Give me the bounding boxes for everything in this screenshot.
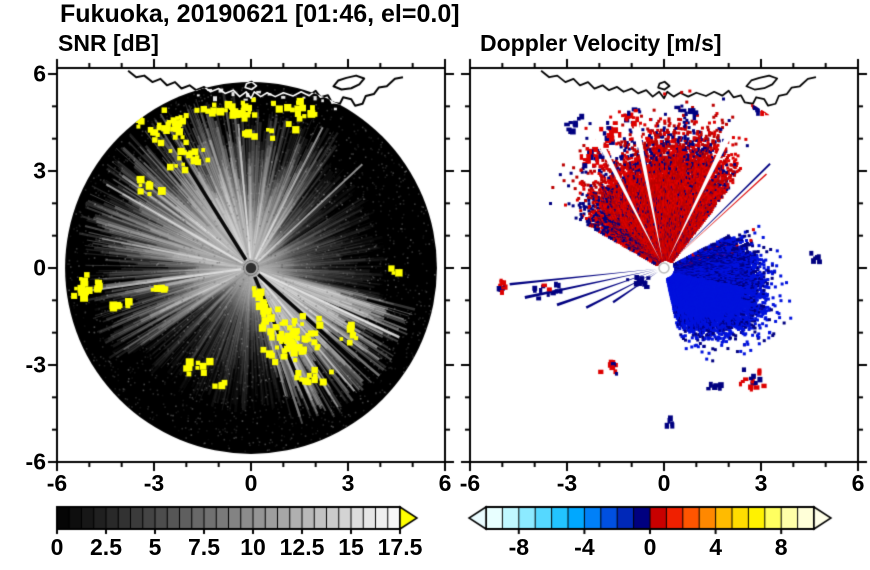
x-tick-label: 0 [244,470,258,496]
snr-colorbar-label: 12.5 [279,534,325,560]
y-tick-label: 3 [33,157,46,184]
snr-colorbar-label: 10 [240,534,266,560]
y-tick-label: -3 [25,351,46,378]
x-tick-label: 3 [754,470,768,496]
x-tick-label: -3 [556,470,578,496]
x-tick-label: 3 [341,470,355,496]
snr-colorbar-label: 2.5 [90,534,122,560]
x-tick-label: -6 [46,470,68,496]
doppler-colorbar-label: 0 [643,534,657,560]
panel-title-snr: SNR [dB] [58,30,159,56]
figure-title: Fukuoka, 20190621 [01:46, el=0.0] [60,0,460,28]
doppler-colorbar-label: -4 [574,534,595,560]
x-tick-label: 6 [851,470,865,496]
x-tick-label: 6 [438,470,452,496]
x-tick-label: -6 [459,470,481,496]
y-tick-label: 6 [33,60,46,87]
doppler-colorbar-label: 4 [709,534,722,560]
snr-colorbar-label: 17.5 [377,534,423,560]
doppler-colorbar-label: -8 [508,534,530,560]
x-tick-label: -3 [143,470,165,496]
snr-colorbar-label: 0 [50,534,64,560]
x-tick-label: 0 [657,470,671,496]
doppler-colorbar-label: 8 [774,534,788,560]
snr-colorbar-label: 5 [148,534,162,560]
snr-colorbar-label: 7.5 [188,534,220,560]
y-tick-label: 0 [33,254,46,281]
y-tick-label: -6 [25,448,46,475]
panel-title-doppler: Doppler Velocity [m/s] [480,30,722,56]
snr-colorbar-label: 15 [338,534,364,560]
